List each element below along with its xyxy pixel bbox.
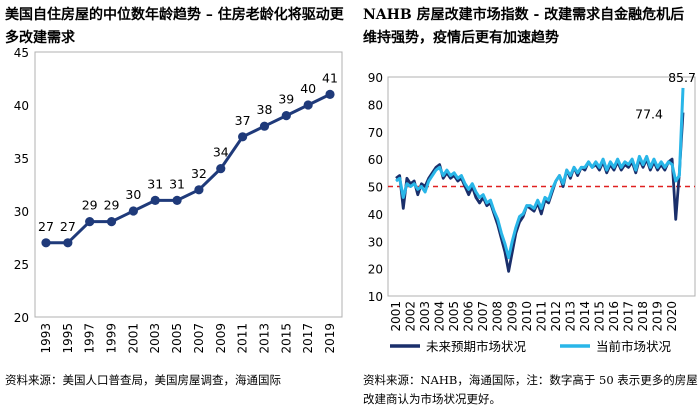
- left-chart-panel: 美国自住房屋的中位数年龄趋势 – 住房老龄化将驱动更多改建需求 20 25 30 35…: [5, 7, 344, 387]
- right-y-tick-label: 70: [368, 126, 383, 140]
- right-x-tick-label: 2013: [563, 301, 577, 332]
- legend-current-label: 当前市场状况: [596, 339, 672, 354]
- right-chart-source: 资料来源：NAHB，海通国际，注：数字高于 50 表示更多的房屋改建商认为市场状…: [363, 373, 698, 406]
- left-data-label: 31: [147, 176, 163, 191]
- left-data-label: 41: [322, 70, 338, 85]
- left-data-point: [281, 111, 291, 121]
- right-x-tick-label: 2011: [534, 301, 548, 332]
- right-x-tick-label: 2008: [491, 301, 505, 332]
- right-x-tick-label: 2019: [651, 301, 665, 332]
- right-y-tick-label: 80: [368, 98, 383, 112]
- right-y-tick-label: 60: [368, 153, 383, 167]
- right-chart-title: NAHB 房屋改建市场指数 - 改建需求自金融危机后维持强势，疫情后更有加速趋势: [363, 7, 685, 46]
- left-data-label: 30: [125, 187, 141, 202]
- left-data-point: [172, 195, 182, 205]
- legend-future-label: 未来预期市场状况: [426, 339, 527, 354]
- left-data-point: [238, 132, 248, 142]
- left-y-tick-label: 25: [14, 258, 29, 272]
- right-x-tick-label: 2002: [404, 301, 418, 332]
- right-x-tick-label: 2003: [418, 301, 432, 332]
- left-data-label: 34: [213, 145, 229, 160]
- annotation-current-last: 85.7: [668, 70, 696, 85]
- right-x-tick-label: 2006: [462, 301, 476, 332]
- right-y-tick-label: 40: [368, 208, 383, 222]
- left-chart-svg: 20 25 30 35 40 45 1993 1995 1997 1999 2001 2003 2005…: [14, 46, 343, 354]
- left-data-label: 37: [235, 113, 251, 128]
- left-data-point: [41, 238, 51, 248]
- left-x-tick-label: 2007: [192, 323, 206, 354]
- left-data-point: [194, 185, 204, 195]
- right-x-tick-label: 2017: [622, 301, 636, 332]
- left-data-label: 29: [104, 198, 120, 213]
- future-expectations-line: [395, 112, 685, 273]
- left-y-tick-label: 20: [14, 311, 29, 325]
- right-x-tick-label: 2005: [447, 301, 461, 332]
- right-y-tick-label: 50: [368, 181, 383, 195]
- left-chart-title: 美国自住房屋的中位数年龄趋势 – 住房老龄化将驱动更多改建需求: [5, 7, 344, 46]
- right-x-tick-label: 2007: [476, 301, 490, 332]
- left-data-label: 38: [257, 102, 273, 117]
- right-x-tick-label: 2018: [636, 301, 650, 332]
- left-x-tick-label: 1999: [105, 323, 119, 354]
- right-y-tick-label: 90: [368, 71, 383, 85]
- left-x-tick-label: 2011: [236, 323, 250, 354]
- left-x-tick-label: 2009: [214, 323, 228, 354]
- left-data-point: [150, 195, 160, 205]
- right-y-tick-label: 10: [368, 290, 383, 304]
- right-y-tick-label: 30: [368, 235, 383, 249]
- left-data-point: [128, 206, 138, 216]
- left-y-tick-label: 30: [14, 205, 29, 219]
- right-x-tick-label: 2001: [389, 301, 403, 332]
- left-data-point: [303, 100, 313, 110]
- right-x-tick-label: 2015: [592, 301, 606, 332]
- left-y-tick-label: 40: [14, 99, 29, 113]
- left-x-tick-label: 2017: [301, 323, 315, 354]
- left-x-tick-label: 1997: [83, 323, 97, 354]
- right-y-tick-label: 20: [368, 263, 383, 277]
- annotation-future-last: 77.4: [635, 107, 663, 122]
- left-chart-source: 资料来源：美国人口普查局，美国房屋调查，海通国际: [5, 373, 281, 387]
- left-data-point: [63, 238, 73, 248]
- left-data-point: [325, 89, 335, 99]
- current-conditions-line: [395, 87, 685, 260]
- left-data-label: 31: [169, 176, 185, 191]
- left-data-point: [216, 164, 226, 174]
- right-x-tick-label: 2012: [549, 301, 563, 332]
- left-data-point: [106, 217, 117, 227]
- left-plot-frame: [34, 51, 343, 318]
- left-x-tick-label: 2013: [257, 323, 271, 354]
- left-x-tick-label: 2003: [148, 323, 162, 354]
- right-x-tick-label: 2010: [520, 301, 534, 332]
- left-data-point: [259, 121, 270, 131]
- right-x-tick-label: 2014: [578, 301, 592, 332]
- left-data-label: 40: [300, 81, 316, 96]
- left-data-label: 27: [38, 219, 54, 234]
- right-x-tick-label: 2009: [505, 301, 519, 332]
- left-data-label: 39: [278, 92, 294, 107]
- right-chart-panel: NAHB 房屋改建市场指数 - 改建需求自金融危机后维持强势，疫情后更有加速趋势…: [350, 0, 700, 415]
- left-x-tick-label: 2001: [126, 323, 140, 354]
- right-x-tick-label: 2016: [607, 301, 621, 332]
- left-data-point: [85, 217, 95, 227]
- left-y-tick-label: 35: [14, 152, 29, 166]
- right-x-tick-label: 2020: [665, 301, 679, 332]
- left-x-tick-label: 2019: [323, 323, 337, 354]
- left-x-tick-label: 2015: [279, 323, 293, 354]
- left-data-label: 32: [191, 166, 207, 181]
- left-y-tick-label: 45: [14, 46, 29, 60]
- left-x-tick-label: 2005: [170, 323, 184, 354]
- left-x-tick-label: 1995: [61, 323, 75, 354]
- right-x-tick-label: 2004: [433, 301, 447, 332]
- left-data-label: 27: [60, 219, 76, 234]
- left-data-label: 29: [82, 198, 98, 213]
- left-x-tick-label: 1993: [39, 323, 53, 354]
